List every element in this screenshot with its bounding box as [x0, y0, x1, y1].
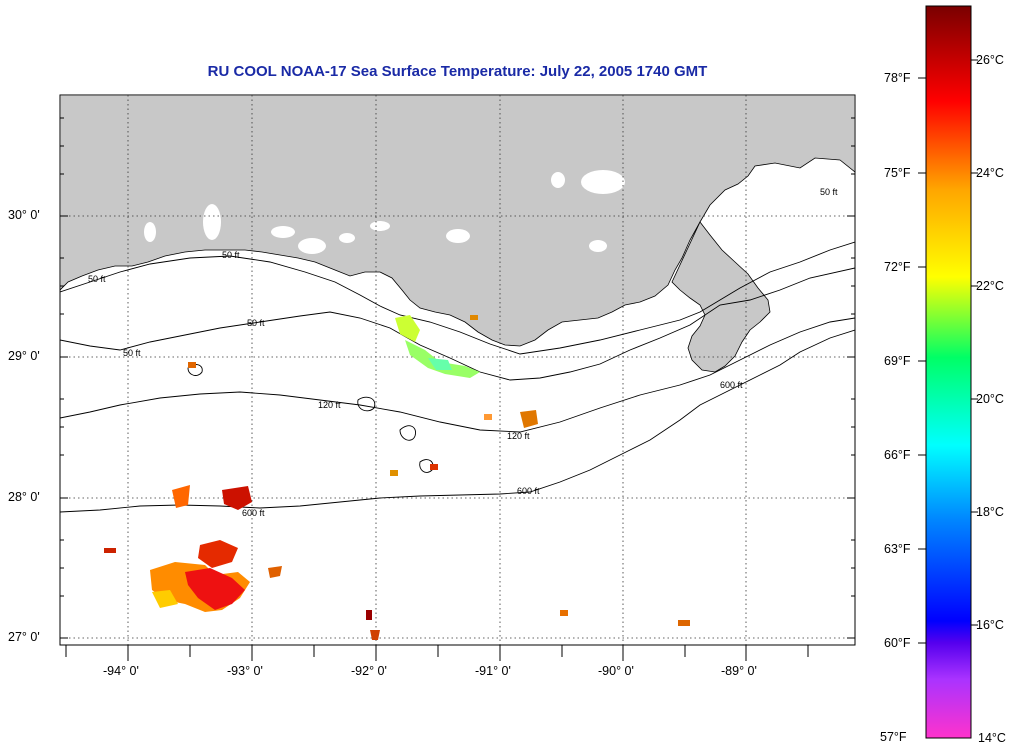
colorbar-c-label: 16°C [976, 618, 1004, 632]
lon-label: -91° 0' [475, 664, 511, 678]
colorbar-f-label: 63°F [884, 542, 911, 556]
lon-label: -93° 0' [227, 664, 263, 678]
contour-50ft-b [60, 267, 855, 381]
axis-ticks [60, 117, 855, 661]
contour-120ft [60, 317, 855, 433]
inland-lakes [144, 170, 625, 254]
colorbar-c-label: 14°C [978, 731, 1006, 745]
lon-label: -89° 0' [721, 664, 757, 678]
delta-land [671, 221, 771, 373]
lat-lon-grid [60, 95, 855, 645]
contour-label: 50 ft [222, 250, 240, 260]
contour-label: 50 ft [88, 274, 106, 284]
contour-label: 600 ft [517, 486, 540, 496]
colorbar-f-label: 75°F [884, 166, 911, 180]
lat-label: 30° 0' [8, 208, 40, 222]
contour-50ft [60, 241, 855, 355]
colorbar-f-label: 78°F [884, 71, 911, 85]
colorbar-f-label: 72°F [884, 260, 911, 274]
lon-label: -90° 0' [598, 664, 634, 678]
contour-label: 50 ft [247, 318, 265, 328]
contour-600ft [60, 329, 855, 513]
colorbar-f-label: 69°F [884, 354, 911, 368]
lat-label: 28° 0' [8, 490, 40, 504]
colorbar-c-label: 18°C [976, 505, 1004, 519]
contour-label: 600 ft [720, 380, 743, 390]
colorbar-f-label: 60°F [884, 636, 911, 650]
land-mass [60, 95, 855, 347]
colorbar-f-label: 57°F [880, 730, 907, 744]
lon-label: -92° 0' [351, 664, 387, 678]
contour-label: 600 ft [242, 508, 265, 518]
contour-label: 120 ft [507, 431, 530, 441]
lat-label: 29° 0' [8, 349, 40, 363]
contour-label: 50 ft [820, 187, 838, 197]
map-title: RU COOL NOAA-17 Sea Surface Temperature:… [207, 63, 708, 80]
color-bar [925, 5, 972, 739]
contour-label: 120 ft [318, 400, 341, 410]
lat-label: 27° 0' [8, 630, 40, 644]
colorbar-c-label: 24°C [976, 166, 1004, 180]
colorbar-c-label: 20°C [976, 392, 1004, 406]
colorbar-f-label: 66°F [884, 448, 911, 462]
lon-label: -94° 0' [103, 664, 139, 678]
contour-label: 50 ft [123, 348, 141, 358]
colorbar-c-label: 26°C [976, 53, 1004, 67]
sst-patches [104, 315, 690, 640]
depth-contours [60, 241, 855, 513]
colorbar-c-label: 22°C [976, 279, 1004, 293]
color-bar-ticks [918, 59, 978, 644]
